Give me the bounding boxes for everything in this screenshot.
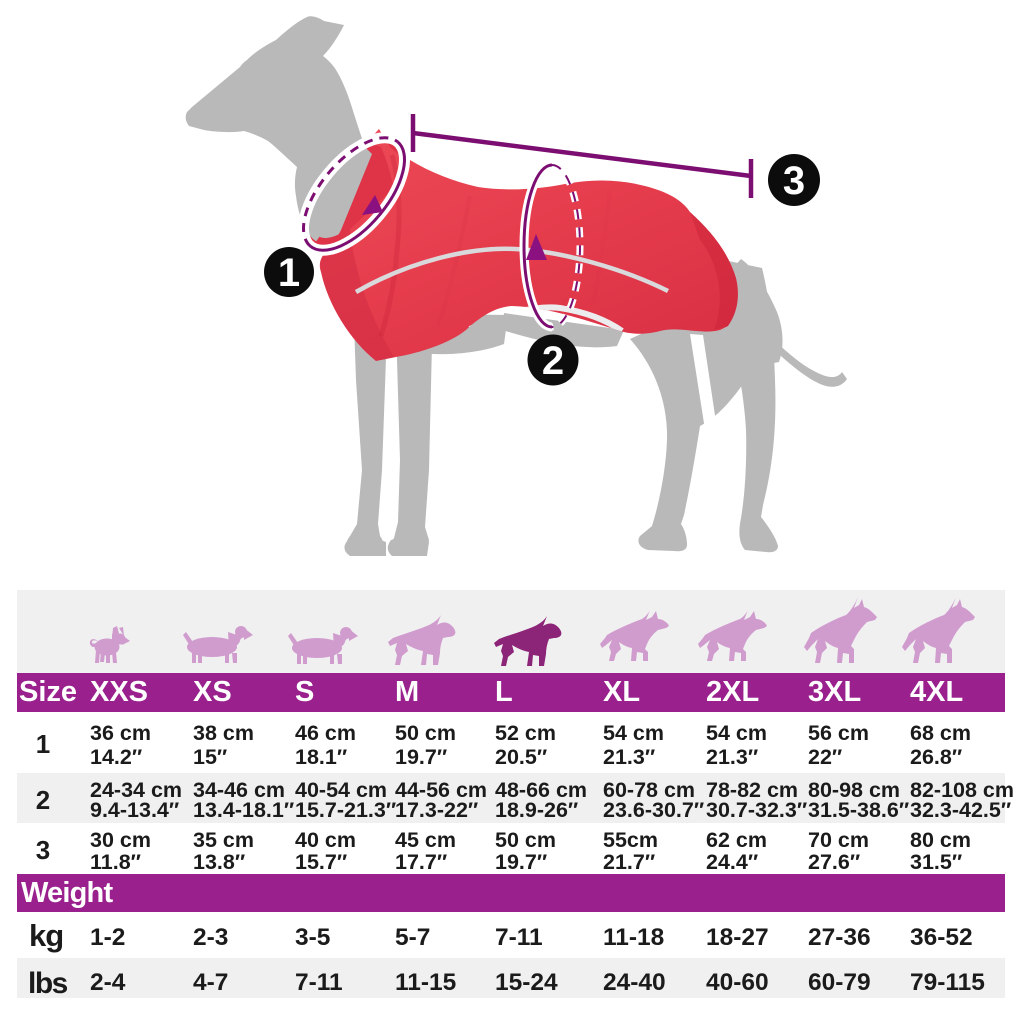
- svg-text:1: 1: [278, 251, 300, 295]
- svg-text:3: 3: [783, 159, 805, 203]
- svg-text:2: 2: [542, 339, 564, 383]
